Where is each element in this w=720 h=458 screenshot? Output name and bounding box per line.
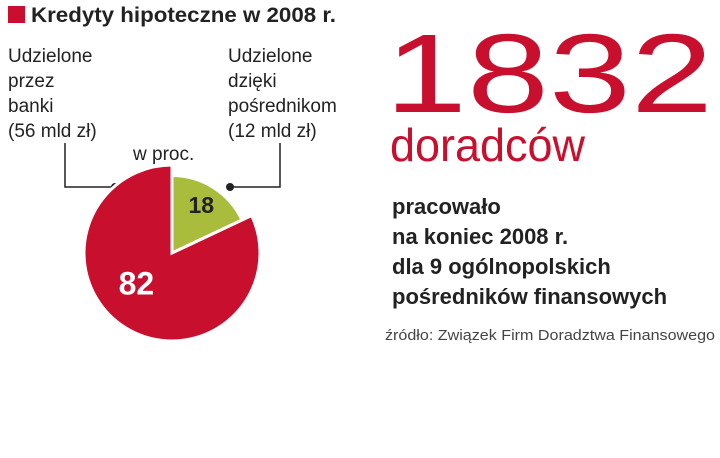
stat-number: 1832	[385, 11, 713, 136]
stat-line: dla 9 ogólnopolskich	[392, 254, 611, 279]
title-marker	[8, 6, 25, 23]
stat-line: pośredników finansowych	[392, 284, 667, 309]
category-label: dzięki	[228, 71, 277, 92]
value-label: 82	[119, 266, 155, 302]
leader-dot	[226, 183, 234, 191]
leader-line	[230, 143, 281, 188]
unit-label: w proc.	[132, 144, 194, 165]
category-label: Udzielone	[8, 46, 93, 67]
source: źródło: Związek Firm Doradztwa Finansowe…	[385, 327, 715, 344]
leader-line	[64, 143, 115, 188]
category-label: (56 mld zł)	[8, 121, 97, 142]
pie-slice	[82, 163, 262, 343]
category-label: (12 mld zł)	[228, 121, 317, 142]
stat-line: pracowało	[392, 194, 501, 219]
stat-unit: doradców	[390, 119, 586, 171]
category-label: banki	[8, 96, 53, 117]
category-label: przez	[8, 71, 54, 92]
category-label: Udzielone	[228, 46, 313, 67]
value-label: 18	[188, 192, 214, 218]
stat-line: na koniec 2008 r.	[392, 224, 568, 249]
chart-title: Kredyty hipoteczne w 2008 r.	[31, 4, 336, 27]
pie-slice	[170, 174, 245, 256]
category-label: pośrednikom	[228, 96, 337, 117]
